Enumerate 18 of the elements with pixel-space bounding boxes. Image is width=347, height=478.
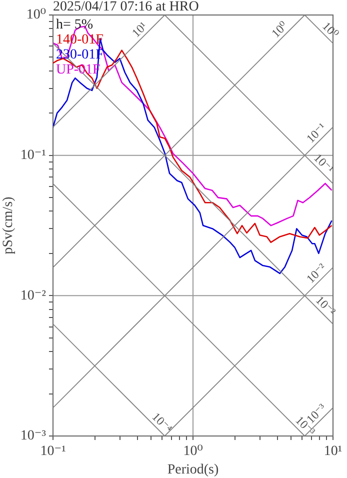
y-axis-title: pSv(cm/s) [1,196,16,254]
annotation: 10⁻² [303,260,330,286]
y-tick-label: 10⁻¹ [20,148,46,164]
annotation: 10⁻¹ [311,150,337,176]
annotation: 10⁻² [313,292,339,319]
annotation: 10⁰ [320,18,342,41]
y-tick-label: 10⁰ [26,8,46,23]
x-axis-title: Period(s) [167,462,219,478]
x-tick-label: 10⁻¹ [40,444,66,460]
x-tick-label: 10¹ [324,444,342,460]
annotation: 10⁻¹ [303,120,330,146]
x-tick-label: 10⁰ [183,444,204,460]
y-tick-label: 10⁻³ [20,428,46,444]
annotation: 10¹ [128,18,150,40]
annotation: 10⁻⁴ [149,410,176,436]
annotation: 10⁰ [268,18,290,40]
y-tick-label: 10⁻² [20,288,46,304]
chart-title: 2025/04/17 07:16 at HRO [53,0,199,15]
